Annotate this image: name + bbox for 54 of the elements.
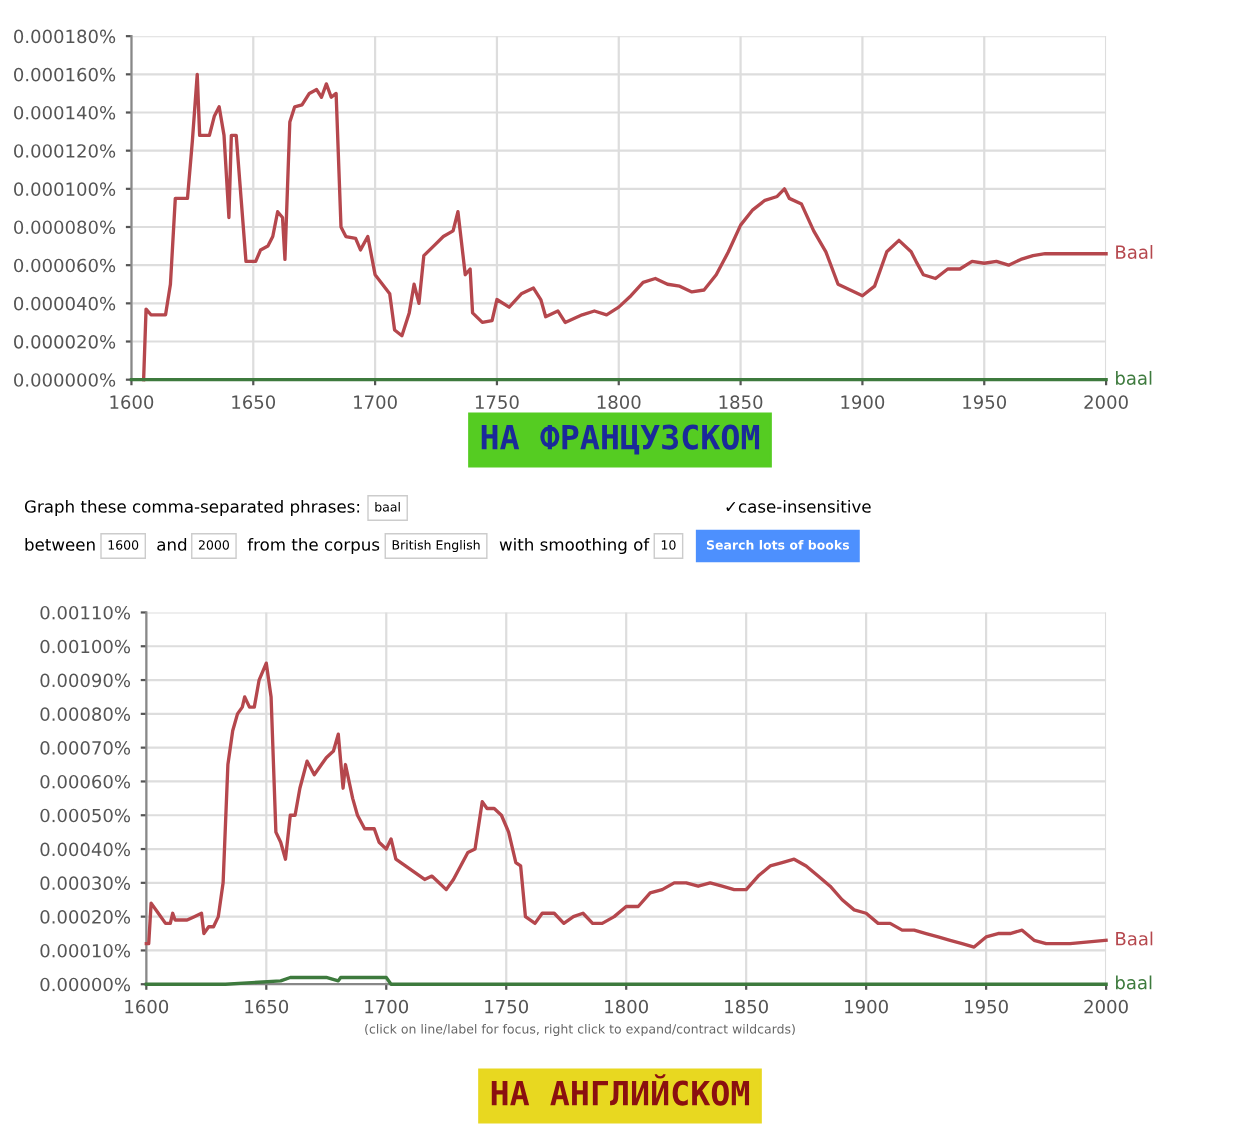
x-tick-label: 1950 <box>965 999 1008 1014</box>
series-label: baal <box>1116 370 1152 385</box>
y-tick-label: 0.000160% <box>14 67 116 82</box>
line-series <box>141 72 1108 382</box>
x-tick-label: 1850 <box>719 395 763 409</box>
y-tick-label: 0.000000% <box>14 373 116 387</box>
y-tick-label: 0.000040% <box>14 296 116 311</box>
text: Graph these comma-separated phrases: <box>24 499 360 517</box>
series-label: Baal <box>1116 244 1153 259</box>
y-tick-label: 0.00070% <box>40 741 131 755</box>
y-tick-label: 0.000060% <box>14 258 116 273</box>
y-tick-label: 0.000100% <box>14 182 116 196</box>
x-tick-label: 1650 <box>232 395 276 409</box>
y-tick-label: 0.00050% <box>40 808 131 823</box>
x-tick-label: 1750 <box>475 395 519 409</box>
text: ✓case-insensitive <box>726 499 871 513</box>
text: with smoothing of <box>499 537 650 555</box>
x-tick-label: 1650 <box>245 999 289 1014</box>
y-tick-label: 0.00040% <box>40 842 131 857</box>
x-tick-label: 1900 <box>845 999 888 1014</box>
text: and <box>157 537 187 551</box>
y-tick-label: 0.00060% <box>40 774 131 789</box>
series-label: Baal <box>1116 931 1153 946</box>
y-tick-label: 0.00030% <box>40 876 131 890</box>
y-tick-label: 0.00100% <box>40 639 131 654</box>
x-tick-label: 1700 <box>354 395 397 409</box>
text: between <box>25 537 95 551</box>
x-tick-label: 2000 <box>1084 999 1128 1014</box>
x-tick-label: 1750 <box>485 999 529 1014</box>
x-tick-label: 1700 <box>365 999 409 1014</box>
x-tick-label: 1950 <box>963 395 1007 409</box>
y-tick-label: 0.00090% <box>40 673 131 688</box>
x-tick-label: 1800 <box>597 395 641 409</box>
y-tick-label: 0.000140% <box>14 105 116 120</box>
text: from the corpus <box>247 537 380 555</box>
line-series <box>144 661 1108 949</box>
text: НА АНГЛИЙСКОМ <box>491 1074 750 1106</box>
y-tick-label: 0.000120% <box>14 144 116 158</box>
y-tick-label: 0.00000% <box>40 977 131 992</box>
x-tick-label: 1800 <box>605 999 648 1014</box>
series-label: baal <box>1116 975 1152 990</box>
text: НА ФРАНЦУЗСКОМ <box>481 424 760 455</box>
x-tick-label: 1600 <box>110 395 154 409</box>
y-tick-label: 0.00080% <box>40 707 131 721</box>
y-tick-label: 0.00110% <box>40 605 131 620</box>
x-tick-label: 1900 <box>841 395 885 409</box>
y-tick-label: 0.000080% <box>14 220 116 235</box>
y-tick-label: 0.000020% <box>14 334 116 349</box>
y-tick-label: 0.00010% <box>40 943 131 958</box>
x-tick-label: 1600 <box>125 999 169 1014</box>
y-tick-label: 0.000180% <box>14 29 116 44</box>
x-tick-label: 1850 <box>725 999 768 1014</box>
x-tick-label: 2000 <box>1084 395 1128 409</box>
y-tick-label: 0.00020% <box>40 910 131 924</box>
